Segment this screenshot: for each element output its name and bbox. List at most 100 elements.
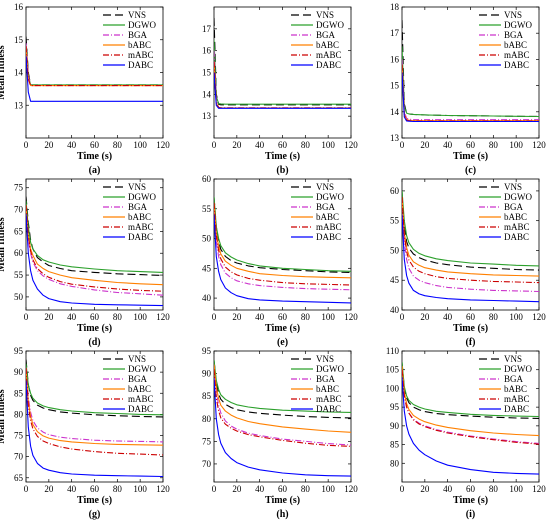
x-tick-label: 80 (301, 140, 311, 150)
series-line-dabc (26, 56, 163, 102)
x-axis-title: Time (s) (265, 495, 300, 506)
y-tick-label: 17 (390, 28, 400, 38)
y-tick-label: 80 (390, 458, 400, 468)
y-tick-label: 80 (202, 414, 212, 424)
chart-panel-i: 0 20 40 60 80 100 120 80 85 90 95 100 105 110 VNSDGWOB… (386, 346, 547, 520)
y-tick-label: 13 (390, 133, 400, 143)
x-tick-label: 80 (489, 140, 499, 150)
series-line-dgwo (214, 39, 351, 105)
legend-label-vns: VNS (316, 10, 334, 20)
x-tick-label: 60 (466, 484, 476, 494)
x-tick-label: 120 (156, 140, 170, 150)
panel-label: (h) (276, 509, 288, 520)
x-tick-label: 120 (532, 140, 546, 150)
legend-label-bga: BGA (128, 202, 148, 212)
legend-label-mabc: mABC (316, 394, 342, 404)
y-tick-label: 13 (202, 111, 212, 121)
series-line-dgwo (214, 196, 351, 272)
chart-panel-h: 0 20 40 60 80 100 120 70 75 80 85 90 95 VNSDGWOBGAbAB… (202, 346, 358, 520)
x-tick-label: 0 (400, 312, 405, 322)
x-tick-label: 20 (420, 140, 430, 150)
x-axis-title: Time (s) (453, 323, 488, 334)
series-line-bga (402, 59, 539, 121)
y-tick-label: 50 (390, 245, 400, 255)
y-tick-label: 70 (202, 459, 212, 469)
y-tick-label: 15 (390, 81, 400, 91)
x-axis-title: Time (s) (77, 495, 112, 506)
y-axis-title: Mean fitness (0, 45, 7, 99)
series-line-dabc (402, 377, 539, 475)
y-tick-label: 14 (14, 68, 24, 78)
x-tick-label: 60 (466, 140, 476, 150)
x-tick-label: 120 (344, 484, 358, 494)
x-axis-title: Time (s) (265, 151, 300, 162)
y-tick-label: 65 (14, 226, 24, 236)
legend-label-dgwo: DGWO (504, 20, 532, 30)
chart-panel-b: 0 20 40 60 80 100 120 13 14 15 16 17 VNSDGWOBGAbABCm… (202, 6, 358, 176)
x-tick-label: 60 (278, 312, 288, 322)
y-tick-label: 60 (14, 248, 24, 258)
series-line-mabc (402, 196, 539, 284)
legend-label-bga: BGA (128, 374, 148, 384)
y-tick-label: 85 (390, 440, 400, 450)
x-tick-label: 80 (301, 484, 311, 494)
x-tick-label: 100 (133, 140, 147, 150)
y-tick-label: 14 (390, 107, 400, 117)
legend-label-babc: bABC (504, 384, 527, 394)
series-line-dabc (214, 72, 351, 109)
x-tick-label: 60 (90, 312, 100, 322)
x-tick-label: 100 (509, 484, 523, 494)
series-line-dgwo (402, 190, 539, 267)
x-tick-label: 0 (212, 312, 217, 322)
x-tick-label: 40 (255, 312, 265, 322)
legend-label-mabc: mABC (128, 394, 154, 404)
legend-label-bga: BGA (504, 202, 524, 212)
series-line-dgwo (402, 46, 539, 118)
legend-label-mabc: mABC (128, 222, 154, 232)
legend-label-dgwo: DGWO (316, 192, 344, 202)
x-tick-label: 80 (301, 312, 311, 322)
x-tick-label: 120 (344, 312, 358, 322)
series-line-bga (402, 202, 539, 293)
series-line-vns (214, 196, 351, 274)
panel-label: (d) (88, 337, 100, 348)
x-tick-label: 60 (278, 140, 288, 150)
legend-label-vns: VNS (316, 354, 334, 364)
legend-label-vns: VNS (316, 182, 334, 192)
legend-label-vns: VNS (128, 10, 146, 20)
legend-label-bga: BGA (316, 30, 336, 40)
x-tick-label: 100 (133, 484, 147, 494)
legend-label-vns: VNS (504, 354, 522, 364)
panel-label: (i) (466, 509, 475, 520)
y-tick-label: 40 (202, 293, 212, 303)
y-tick-label: 55 (202, 204, 212, 214)
x-tick-label: 0 (24, 140, 29, 150)
x-tick-label: 40 (67, 312, 77, 322)
x-tick-label: 40 (255, 484, 265, 494)
y-tick-label: 16 (202, 46, 212, 56)
legend-label-dabc: DABC (504, 232, 529, 242)
y-tick-label: 70 (14, 452, 24, 462)
legend-label-vns: VNS (504, 182, 522, 192)
plot-frame (25, 350, 164, 483)
series-line-babc (402, 196, 539, 277)
y-tick-label: 75 (202, 436, 212, 446)
chart-panel-g: 0 20 40 60 80 100 120 65 70 75 80 85 90 95 VNSDGWOBGAb… (0, 346, 170, 520)
x-tick-label: 20 (420, 312, 430, 322)
x-tick-label: 100 (509, 140, 523, 150)
y-tick-label: 75 (14, 431, 24, 441)
x-tick-label: 40 (255, 140, 265, 150)
x-tick-label: 80 (113, 140, 123, 150)
x-tick-label: 80 (113, 312, 123, 322)
series-line-babc (26, 367, 163, 446)
plot-frame (401, 178, 540, 311)
plot-frame (25, 6, 164, 139)
y-tick-label: 95 (14, 346, 24, 356)
y-tick-label: 55 (14, 270, 24, 280)
x-tick-label: 20 (232, 312, 242, 322)
x-tick-label: 20 (232, 484, 242, 494)
series-line-dabc (26, 380, 163, 478)
x-tick-label: 100 (321, 312, 335, 322)
legend-label-bga: BGA (504, 30, 524, 40)
